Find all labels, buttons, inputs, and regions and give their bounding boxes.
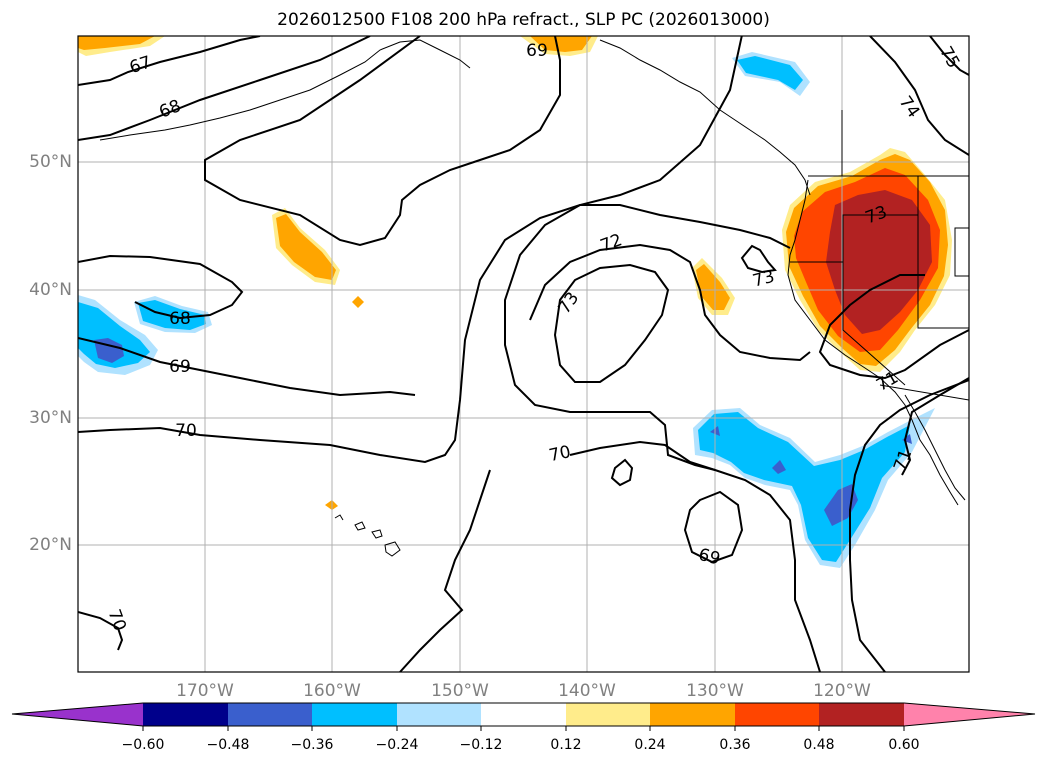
blue-area-alaska-inner (737, 56, 803, 90)
colorbar-tick-label: 0.24 (634, 737, 666, 753)
colorbar-tick-label: −0.24 (375, 737, 419, 753)
colorbar-ticks (142, 726, 905, 731)
coastlines (99, 39, 969, 557)
contour-69-south (683, 490, 744, 564)
hawaii-islands (334, 514, 401, 557)
contour-label: 72 (598, 230, 625, 256)
contour-label: 68 (156, 96, 184, 123)
contour-70-small (610, 458, 634, 487)
negative-anomaly-shading (78, 52, 935, 568)
contour-73-east (740, 244, 777, 274)
colorbar-tick-label: −0.36 (290, 737, 334, 753)
contour-label: 69 (696, 545, 722, 570)
lon-label: 150°W (431, 681, 489, 701)
colorbar-swatch-0 (12, 703, 143, 726)
contour-71 (818, 274, 969, 380)
us-mexico-border (879, 384, 969, 401)
aleutian-alaska-coast (99, 39, 471, 141)
contour-label: 74 (895, 93, 924, 122)
contour-label: 70 (547, 442, 572, 466)
state-border-3 (917, 176, 969, 329)
positive-anomaly-shading (78, 36, 952, 510)
contour-74 (869, 36, 969, 156)
colorbar-swatch-5 (481, 703, 566, 726)
warm-area-160w-inner (276, 214, 336, 280)
colorbar-swatch-7 (650, 703, 735, 726)
contour-70-sw (78, 611, 124, 651)
contour-label: 69 (169, 357, 191, 377)
colorbar-swatch-4 (397, 703, 481, 726)
colorbar-tick-label: −0.48 (206, 737, 250, 753)
colorbar-tick-label: 0.48 (803, 737, 835, 753)
lon-label: 130°W (686, 681, 744, 701)
baja-coast (904, 394, 966, 501)
colorbar-tick-label: 0.36 (719, 737, 751, 753)
contour-label: 70 (104, 607, 130, 634)
blue-spot-1 (772, 460, 786, 474)
contour-75 (929, 36, 969, 76)
colorbar-swatch-10 (904, 703, 1035, 726)
lon-label: 120°W (813, 681, 871, 701)
contour-68-west (78, 254, 244, 320)
contour-label: 71 (873, 368, 902, 396)
slp-contours (78, 36, 969, 672)
contour-72 (504, 36, 743, 471)
colorbar-tick-label: −0.12 (459, 737, 503, 753)
lat-label: 20°N (29, 535, 72, 555)
colorbar-swatch-6 (566, 703, 650, 726)
contour-68-upper-loop (204, 36, 561, 247)
contour-67 (78, 36, 261, 86)
contour-label: 69 (526, 41, 548, 61)
blue-spot-3 (902, 434, 912, 444)
lat-label: 30°N (29, 408, 72, 428)
contour-70-west (78, 204, 791, 464)
lon-label: 160°W (303, 681, 361, 701)
contour-68 (78, 36, 371, 141)
state-border-4 (954, 227, 969, 277)
warm-area-130w-inner (696, 264, 730, 310)
colorbar-tick-label: −0.60 (121, 737, 165, 753)
state-border-2 (790, 214, 918, 263)
warm-area-top-left-inner (78, 36, 155, 50)
colorbar-swatch-8 (735, 703, 819, 726)
north-america-west-coast (787, 179, 959, 506)
contour-label: 67 (127, 52, 154, 78)
blue-area-east-pacific-core (824, 484, 858, 526)
contour-69-west (78, 337, 416, 397)
contour-label: 68 (169, 309, 191, 329)
contour-71-south (849, 379, 969, 672)
contour-label: 70 (175, 421, 197, 441)
colorbar-swatch-9 (819, 703, 904, 726)
map-frame (77, 35, 970, 673)
lat-label: 40°N (29, 280, 72, 300)
map-title: 2026012500 F108 200 hPa refract., SLP PC… (277, 10, 770, 30)
warm-area-california-core (826, 190, 932, 334)
lon-label: 140°W (558, 681, 616, 701)
colorbar-swatch-2 (228, 703, 312, 726)
alaska-panhandle-coast (599, 39, 811, 196)
blue-area-40n-inner (138, 300, 206, 330)
blue-area-east-pacific-inner (698, 412, 910, 562)
colorbar-tick-label: 0.60 (888, 737, 920, 753)
colorbar-swatch-3 (312, 703, 397, 726)
contour-73-outer (529, 243, 811, 362)
contour-71-east (901, 377, 969, 476)
contour-70-southeast (569, 440, 821, 672)
colorbar-swatch-1 (143, 703, 228, 726)
lon-label: 170°W (176, 681, 234, 701)
lat-label: 50°N (29, 152, 72, 172)
warm-spot-160w-small (352, 296, 364, 308)
contour-73-loop (553, 263, 670, 383)
warm-area-top-center-inner (530, 36, 592, 52)
colorbar (11, 702, 1036, 731)
colorbar-tick-label: 0.12 (550, 737, 582, 753)
contour-70-south (399, 469, 491, 672)
graticule (78, 36, 969, 672)
